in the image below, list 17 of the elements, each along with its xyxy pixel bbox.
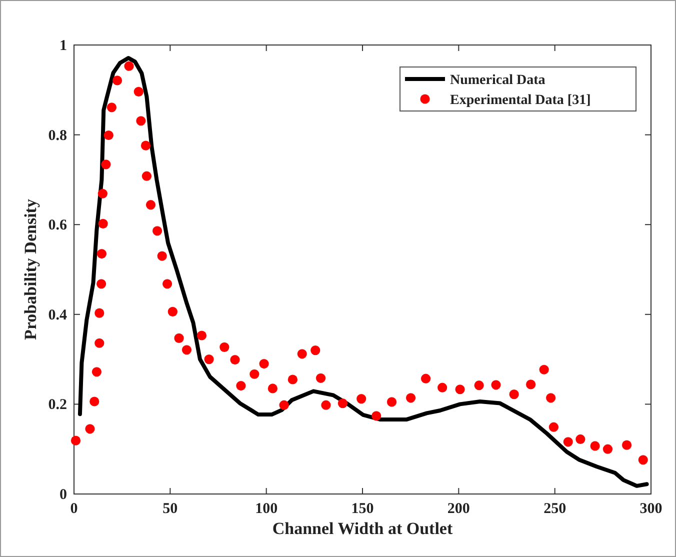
legend-label: Numerical Data — [450, 73, 546, 88]
y-tick-label: 0.6 — [48, 218, 68, 234]
x-tick-label: 0 — [70, 501, 78, 517]
y-tick-label: 0.8 — [48, 128, 67, 144]
y-tick-label: 0.2 — [48, 397, 67, 414]
y-axis-title: Probability Density — [21, 198, 40, 340]
y-tick-label: 1 — [60, 38, 67, 54]
x-tick-label: 300 — [640, 501, 662, 517]
y-tick-label: 0.4 — [48, 307, 68, 324]
x-tick-label: 250 — [544, 501, 566, 517]
x-tick-label: 100 — [255, 501, 278, 517]
x-tick-label: 50 — [162, 501, 178, 517]
x-axis-title: Channel Width at Outlet — [272, 519, 453, 538]
legend-label: Experimental Data [31] — [450, 93, 591, 108]
x-tick-label: 150 — [351, 501, 374, 517]
x-tick-label: 200 — [447, 501, 470, 517]
y-tick-label: 0 — [60, 487, 67, 503]
